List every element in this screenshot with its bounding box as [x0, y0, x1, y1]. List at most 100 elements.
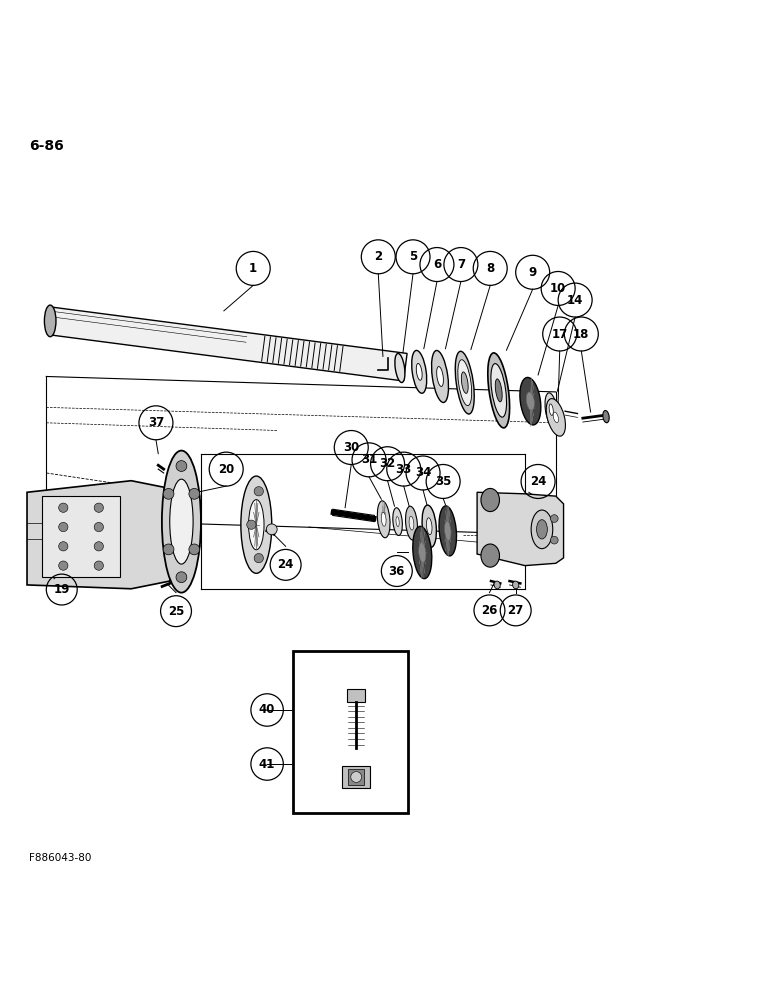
- Ellipse shape: [445, 521, 451, 540]
- Circle shape: [254, 487, 263, 496]
- Ellipse shape: [418, 542, 426, 562]
- Text: 24: 24: [277, 558, 294, 571]
- Text: 37: 37: [147, 416, 164, 429]
- Text: 17: 17: [551, 328, 568, 341]
- Ellipse shape: [491, 364, 506, 417]
- Ellipse shape: [426, 518, 432, 535]
- Text: 1: 1: [249, 262, 257, 275]
- Circle shape: [176, 572, 187, 583]
- Circle shape: [350, 772, 361, 782]
- Ellipse shape: [458, 360, 472, 406]
- Text: 31: 31: [361, 453, 378, 466]
- Ellipse shape: [249, 500, 264, 550]
- Ellipse shape: [405, 506, 418, 540]
- Ellipse shape: [437, 367, 443, 386]
- Circle shape: [94, 522, 103, 532]
- Text: 6-86: 6-86: [29, 139, 64, 153]
- Bar: [42, 496, 120, 577]
- Circle shape: [59, 503, 68, 512]
- Ellipse shape: [413, 526, 432, 579]
- Text: 19: 19: [53, 583, 70, 596]
- Ellipse shape: [481, 488, 499, 512]
- Circle shape: [94, 503, 103, 512]
- Ellipse shape: [554, 412, 558, 423]
- Text: 18: 18: [573, 328, 590, 341]
- Circle shape: [59, 522, 68, 532]
- Circle shape: [550, 515, 558, 522]
- Circle shape: [163, 488, 174, 499]
- Text: 9: 9: [529, 266, 537, 279]
- Circle shape: [94, 561, 103, 570]
- Text: 33: 33: [395, 463, 412, 476]
- Circle shape: [189, 488, 200, 499]
- Ellipse shape: [537, 520, 547, 539]
- Ellipse shape: [547, 399, 565, 436]
- Ellipse shape: [549, 404, 554, 415]
- Ellipse shape: [432, 350, 449, 402]
- Ellipse shape: [496, 379, 502, 402]
- Ellipse shape: [411, 350, 427, 393]
- Text: 30: 30: [343, 441, 360, 454]
- Circle shape: [59, 561, 68, 570]
- Polygon shape: [477, 492, 564, 566]
- Ellipse shape: [409, 516, 414, 530]
- Text: 41: 41: [259, 758, 276, 771]
- Text: 2: 2: [374, 250, 382, 263]
- Text: 10: 10: [550, 282, 567, 295]
- Circle shape: [189, 544, 200, 555]
- Text: 20: 20: [218, 463, 235, 476]
- Ellipse shape: [378, 501, 390, 538]
- Circle shape: [247, 520, 256, 529]
- Ellipse shape: [494, 581, 500, 589]
- Text: 26: 26: [481, 604, 498, 617]
- Text: 36: 36: [388, 565, 405, 578]
- Text: 7: 7: [457, 258, 465, 271]
- Text: 5: 5: [409, 250, 417, 263]
- Ellipse shape: [488, 353, 510, 428]
- Text: 14: 14: [567, 294, 584, 307]
- Ellipse shape: [241, 476, 272, 573]
- Ellipse shape: [381, 512, 386, 526]
- Ellipse shape: [462, 372, 468, 393]
- Text: 24: 24: [530, 475, 547, 488]
- Ellipse shape: [439, 506, 456, 556]
- Text: 34: 34: [415, 466, 432, 479]
- Ellipse shape: [394, 353, 405, 383]
- Circle shape: [59, 542, 68, 551]
- Ellipse shape: [422, 505, 436, 547]
- Ellipse shape: [545, 393, 557, 427]
- Ellipse shape: [513, 581, 519, 589]
- Ellipse shape: [527, 392, 534, 410]
- Circle shape: [94, 542, 103, 551]
- Text: 8: 8: [486, 262, 494, 275]
- Text: 27: 27: [507, 604, 524, 617]
- Bar: [348, 769, 364, 785]
- Ellipse shape: [393, 508, 402, 535]
- Circle shape: [254, 554, 263, 563]
- Ellipse shape: [44, 305, 56, 337]
- Ellipse shape: [162, 451, 201, 593]
- Circle shape: [550, 536, 558, 544]
- Text: 25: 25: [168, 605, 185, 618]
- Text: 35: 35: [435, 475, 452, 488]
- Text: 32: 32: [379, 457, 396, 470]
- Ellipse shape: [531, 510, 553, 549]
- Ellipse shape: [455, 351, 474, 414]
- Bar: [342, 766, 370, 788]
- Polygon shape: [27, 481, 170, 589]
- Ellipse shape: [396, 517, 399, 527]
- Bar: [347, 689, 365, 702]
- Polygon shape: [49, 307, 407, 381]
- Ellipse shape: [416, 363, 422, 380]
- Text: 6: 6: [433, 258, 441, 271]
- Ellipse shape: [520, 377, 541, 425]
- Circle shape: [266, 524, 277, 535]
- Ellipse shape: [603, 410, 609, 423]
- Ellipse shape: [481, 544, 499, 567]
- Text: 40: 40: [259, 703, 276, 716]
- Ellipse shape: [170, 479, 193, 564]
- Circle shape: [163, 544, 174, 555]
- Text: F886043-80: F886043-80: [29, 853, 92, 863]
- Bar: [293, 651, 408, 813]
- Circle shape: [176, 461, 187, 471]
